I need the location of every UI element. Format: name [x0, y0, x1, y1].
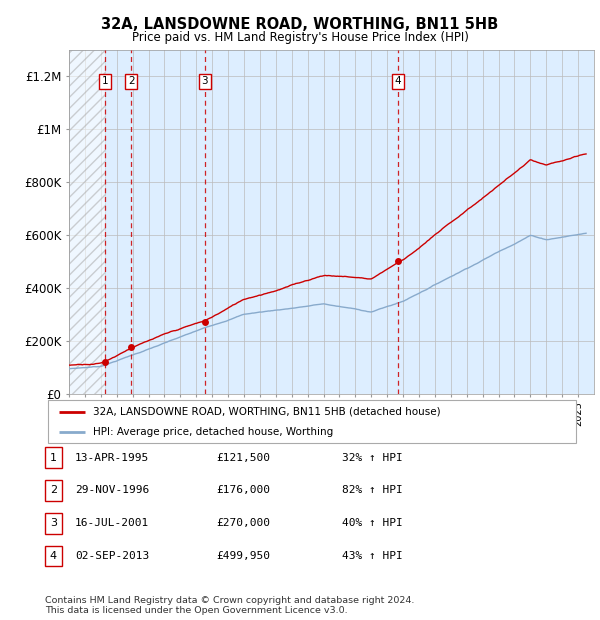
Text: Contains HM Land Registry data © Crown copyright and database right 2024.
This d: Contains HM Land Registry data © Crown c… [45, 596, 415, 615]
Text: 43% ↑ HPI: 43% ↑ HPI [342, 551, 403, 561]
Text: 1: 1 [102, 76, 109, 86]
Text: HPI: Average price, detached house, Worthing: HPI: Average price, detached house, Wort… [93, 427, 333, 436]
Text: Price paid vs. HM Land Registry's House Price Index (HPI): Price paid vs. HM Land Registry's House … [131, 31, 469, 44]
Text: 3: 3 [50, 518, 57, 528]
Text: 1: 1 [50, 453, 57, 463]
Text: £176,000: £176,000 [216, 485, 270, 495]
Text: £270,000: £270,000 [216, 518, 270, 528]
Text: 29-NOV-1996: 29-NOV-1996 [75, 485, 149, 495]
Text: 32% ↑ HPI: 32% ↑ HPI [342, 453, 403, 463]
Text: 32A, LANSDOWNE ROAD, WORTHING, BN11 5HB (detached house): 32A, LANSDOWNE ROAD, WORTHING, BN11 5HB … [93, 407, 440, 417]
Text: £499,950: £499,950 [216, 551, 270, 561]
Text: £121,500: £121,500 [216, 453, 270, 463]
Text: 40% ↑ HPI: 40% ↑ HPI [342, 518, 403, 528]
Text: 82% ↑ HPI: 82% ↑ HPI [342, 485, 403, 495]
Bar [69, 50, 105, 394]
Text: 4: 4 [50, 551, 57, 561]
Text: 13-APR-1995: 13-APR-1995 [75, 453, 149, 463]
Text: 32A, LANSDOWNE ROAD, WORTHING, BN11 5HB: 32A, LANSDOWNE ROAD, WORTHING, BN11 5HB [101, 17, 499, 32]
Text: 4: 4 [395, 76, 401, 86]
Text: 2: 2 [50, 485, 57, 495]
Text: 2: 2 [128, 76, 134, 86]
Text: 02-SEP-2013: 02-SEP-2013 [75, 551, 149, 561]
Text: 16-JUL-2001: 16-JUL-2001 [75, 518, 149, 528]
Text: 3: 3 [202, 76, 208, 86]
